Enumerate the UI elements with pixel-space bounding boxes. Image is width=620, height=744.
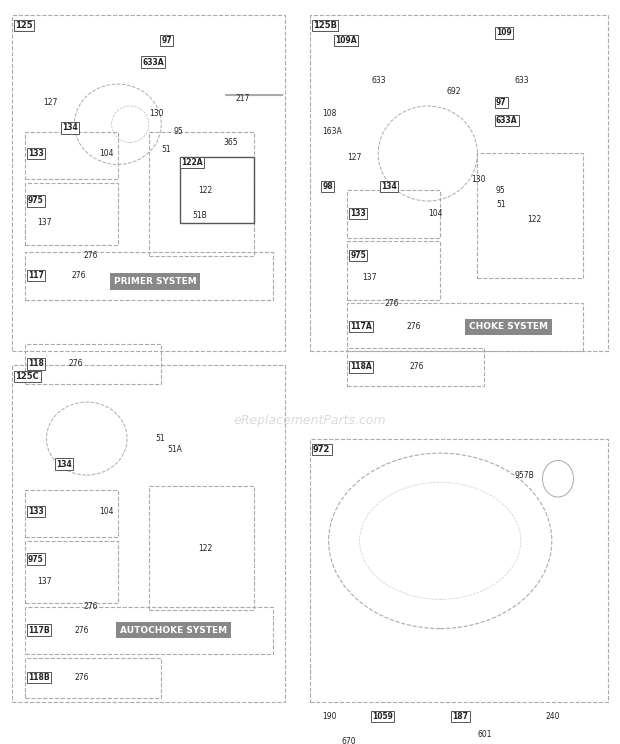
Text: 692: 692 [446,87,461,96]
Text: 108: 108 [322,109,337,118]
Text: 127: 127 [347,153,361,161]
Text: CHOKE SYSTEM: CHOKE SYSTEM [469,322,548,331]
Text: 276: 276 [68,359,82,368]
Text: 109A: 109A [335,36,356,45]
Text: 125: 125 [16,21,33,30]
Text: 633A: 633A [143,57,164,67]
Text: 187: 187 [453,712,469,721]
Text: 51: 51 [161,145,171,154]
Text: 130: 130 [471,175,485,184]
Text: 51: 51 [496,200,506,209]
Text: 104: 104 [428,209,442,218]
Text: 633: 633 [372,76,387,85]
Text: 51B: 51B [192,211,207,220]
Text: 134: 134 [381,182,397,191]
Text: 975: 975 [350,251,366,260]
Text: 95: 95 [174,127,184,136]
Text: 957B: 957B [515,471,534,480]
Text: 240: 240 [546,712,560,721]
Text: 276: 276 [71,271,86,280]
Text: 670: 670 [341,737,356,744]
Text: 276: 276 [84,602,98,611]
Text: 276: 276 [74,673,89,682]
Text: 122: 122 [198,544,213,553]
Text: 133: 133 [28,149,43,158]
Text: 122: 122 [527,215,541,224]
Text: 125C: 125C [16,372,39,381]
Text: 118: 118 [28,359,44,368]
Text: 134: 134 [62,124,78,132]
Text: 97: 97 [496,97,507,107]
Text: 51: 51 [155,434,165,443]
Text: 633A: 633A [496,116,518,125]
Text: 217: 217 [236,94,250,103]
Text: 133: 133 [28,507,43,516]
Text: 97: 97 [161,36,172,45]
Text: 134: 134 [56,460,71,469]
Text: 133: 133 [350,209,366,218]
Text: 601: 601 [477,730,492,739]
Text: 633: 633 [515,76,529,85]
Text: 276: 276 [84,251,98,260]
Text: 109: 109 [496,28,511,37]
Text: 51A: 51A [167,445,182,454]
Text: 130: 130 [149,109,163,118]
Text: 1059: 1059 [372,712,393,721]
Text: 117B: 117B [28,626,50,635]
Text: 276: 276 [406,322,420,331]
Text: 95: 95 [496,185,506,194]
Text: 125B: 125B [313,21,337,30]
Text: 975: 975 [28,196,43,205]
Text: 137: 137 [37,219,51,228]
Text: 104: 104 [99,507,113,516]
Text: 127: 127 [43,97,58,107]
Text: 118B: 118B [28,673,50,682]
Text: 975: 975 [28,554,43,564]
Text: 104: 104 [99,149,113,158]
Text: 122: 122 [198,185,213,194]
Text: 117A: 117A [350,322,372,331]
Text: 98: 98 [322,182,333,191]
Text: 122A: 122A [181,158,203,167]
Text: 972: 972 [313,445,330,454]
Text: 118A: 118A [350,362,372,371]
Text: 190: 190 [322,712,337,721]
Text: AUTOCHOKE SYSTEM: AUTOCHOKE SYSTEM [120,626,227,635]
Text: 276: 276 [384,299,399,308]
Text: 276: 276 [409,362,423,371]
Text: 137: 137 [37,577,51,586]
Text: eReplacementParts.com: eReplacementParts.com [234,414,386,427]
Text: 117: 117 [28,271,44,280]
Text: 365: 365 [223,138,238,147]
Text: 276: 276 [74,626,89,635]
Text: 163A: 163A [322,127,342,136]
Text: PRIMER SYSTEM: PRIMER SYSTEM [113,277,197,286]
Text: 137: 137 [363,273,377,282]
